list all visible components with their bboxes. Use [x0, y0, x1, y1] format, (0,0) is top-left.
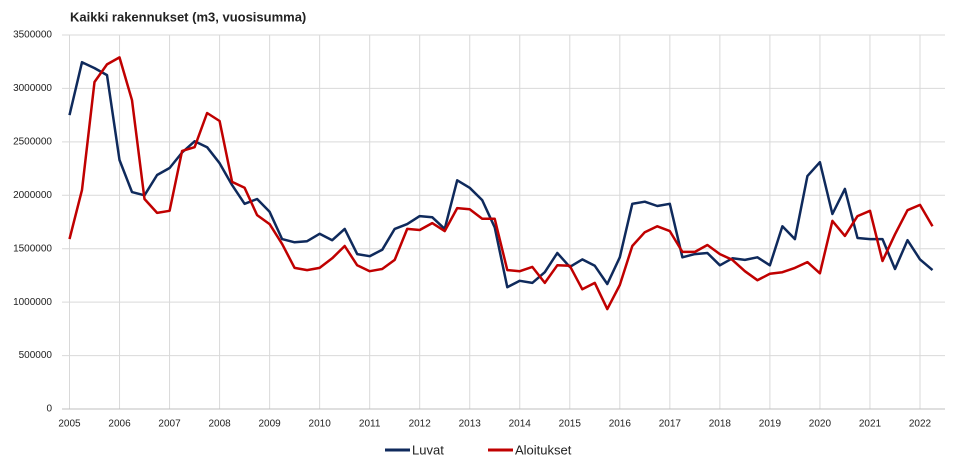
legend-label: Aloitukset: [515, 442, 572, 457]
x-tick-label: 2012: [409, 419, 432, 430]
x-tick-label: 2018: [709, 419, 732, 430]
y-tick-label: 1500000: [13, 243, 52, 254]
x-tick-label: 2015: [559, 419, 582, 430]
x-tick-label: 2008: [208, 419, 231, 430]
x-tick-label: 2017: [659, 419, 682, 430]
x-tick-label: 2014: [509, 419, 532, 430]
x-tick-label: 2005: [58, 419, 81, 430]
x-tick-label: 2013: [459, 419, 482, 430]
chart-title: Kaikki rakennukset (m3, vuosisumma): [70, 9, 306, 24]
x-tick-label: 2019: [759, 419, 782, 430]
y-tick-label: 0: [46, 404, 52, 415]
y-tick-label: 3500000: [13, 30, 52, 41]
y-tick-label: 1000000: [13, 297, 52, 308]
x-tick-label: 2016: [609, 419, 632, 430]
x-tick-label: 2007: [158, 419, 181, 430]
x-tick-label: 2011: [359, 419, 381, 430]
x-tick-label: 2020: [809, 419, 832, 430]
y-tick-label: 3000000: [13, 83, 52, 94]
series-line: [68, 56, 934, 311]
x-tick-label: 2022: [909, 419, 932, 430]
x-tick-label: 2010: [309, 419, 332, 430]
y-tick-label: 2000000: [13, 190, 52, 201]
x-tick-label: 2006: [108, 419, 131, 430]
y-tick-label: 2500000: [13, 136, 52, 147]
legend-label: Luvat: [412, 442, 444, 457]
x-tick-label: 2021: [859, 419, 882, 430]
x-tick-label: 2009: [258, 419, 281, 430]
y-tick-label: 500000: [19, 350, 53, 361]
series-line: [68, 60, 934, 289]
